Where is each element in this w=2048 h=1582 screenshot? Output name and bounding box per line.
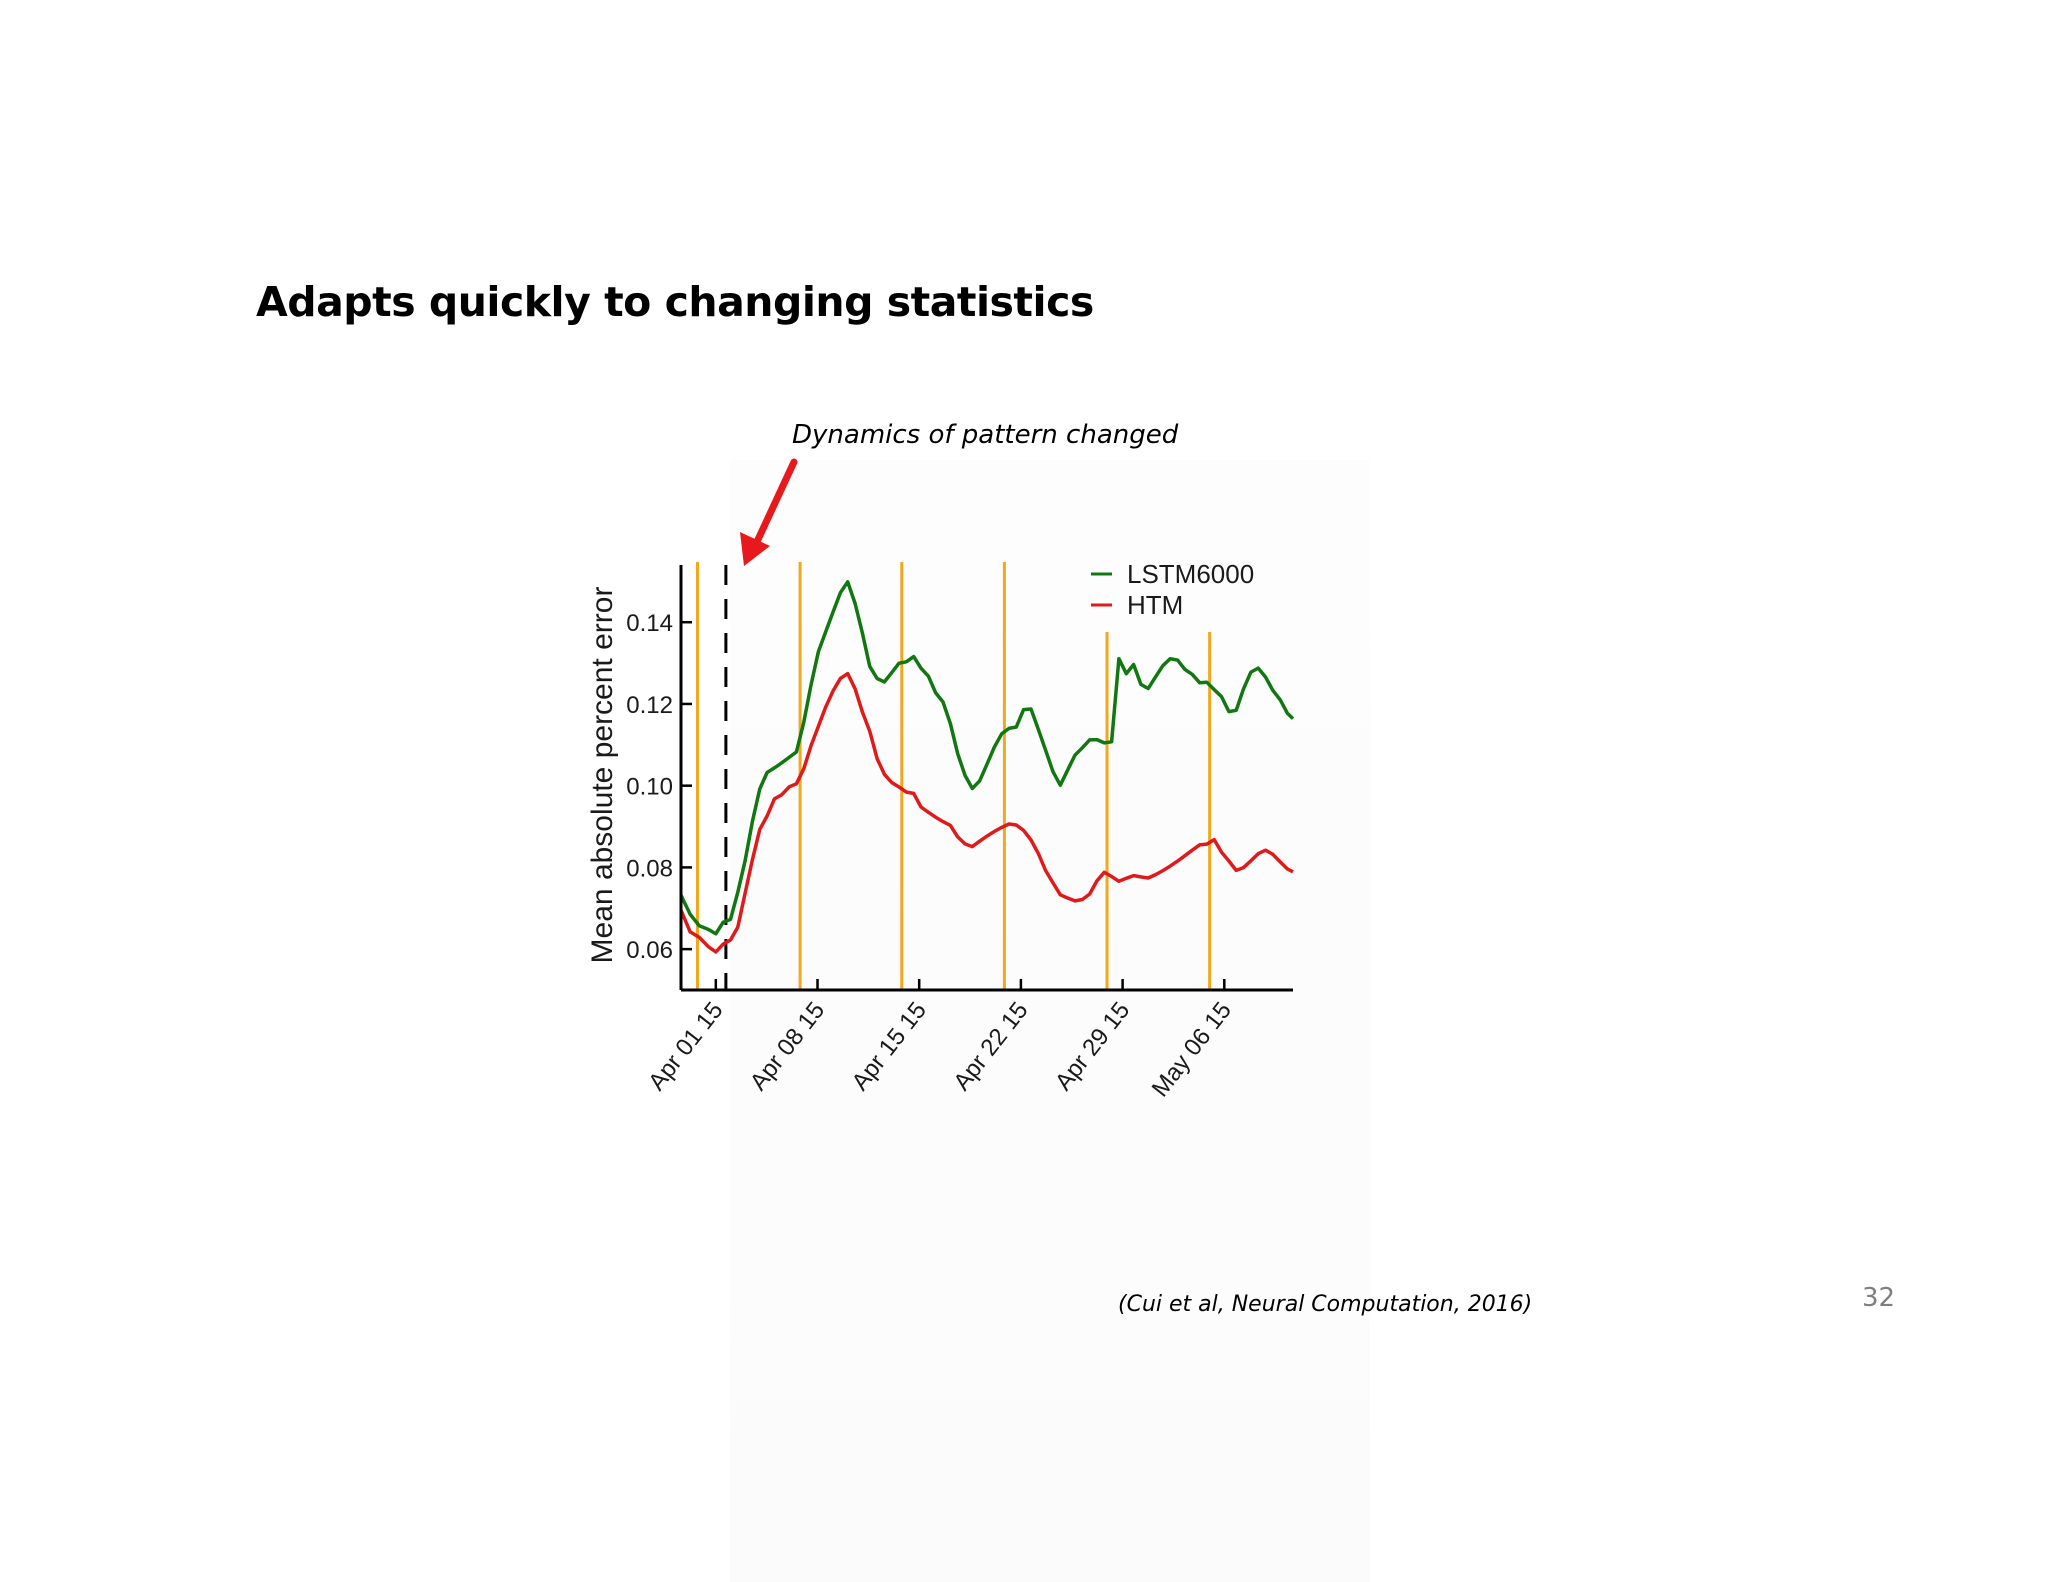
annotation-arrow	[740, 458, 798, 566]
y-tick-label: 0.06	[626, 937, 673, 964]
citation: (Cui et al, Neural Computation, 2016)	[1118, 1292, 1533, 1317]
slide-title: Adapts quickly to changing statistics	[256, 278, 1094, 326]
page-number: 32	[1862, 1283, 1896, 1313]
plot-panel	[730, 460, 1370, 1582]
y-axis-label: Mean absolute percent error	[586, 587, 619, 964]
legend-lstm-label: LSTM6000	[1127, 559, 1254, 589]
legend: LSTM6000 HTM	[1091, 559, 1254, 620]
y-tick-label: 0.08	[626, 855, 673, 882]
y-tick-label: 0.12	[626, 692, 673, 719]
y-tick-label: 0.14	[626, 610, 673, 637]
x-tick-label: Apr 01 15	[643, 997, 728, 1096]
series-line-lstm6000	[679, 580, 1295, 936]
y-tick-label: 0.10	[626, 774, 673, 801]
x-tick-label: May 06 15	[1147, 997, 1237, 1102]
change-annotation: Dynamics of pattern changed	[792, 420, 1179, 450]
x-tick-label: Apr 22 15	[948, 997, 1033, 1096]
x-tick-label: Apr 08 15	[745, 997, 830, 1096]
x-tick-label: Apr 29 15	[1050, 997, 1135, 1096]
series-line-htm	[679, 671, 1294, 954]
x-tick-label: Apr 15 15	[847, 997, 932, 1096]
legend-htm-label: HTM	[1127, 590, 1183, 620]
